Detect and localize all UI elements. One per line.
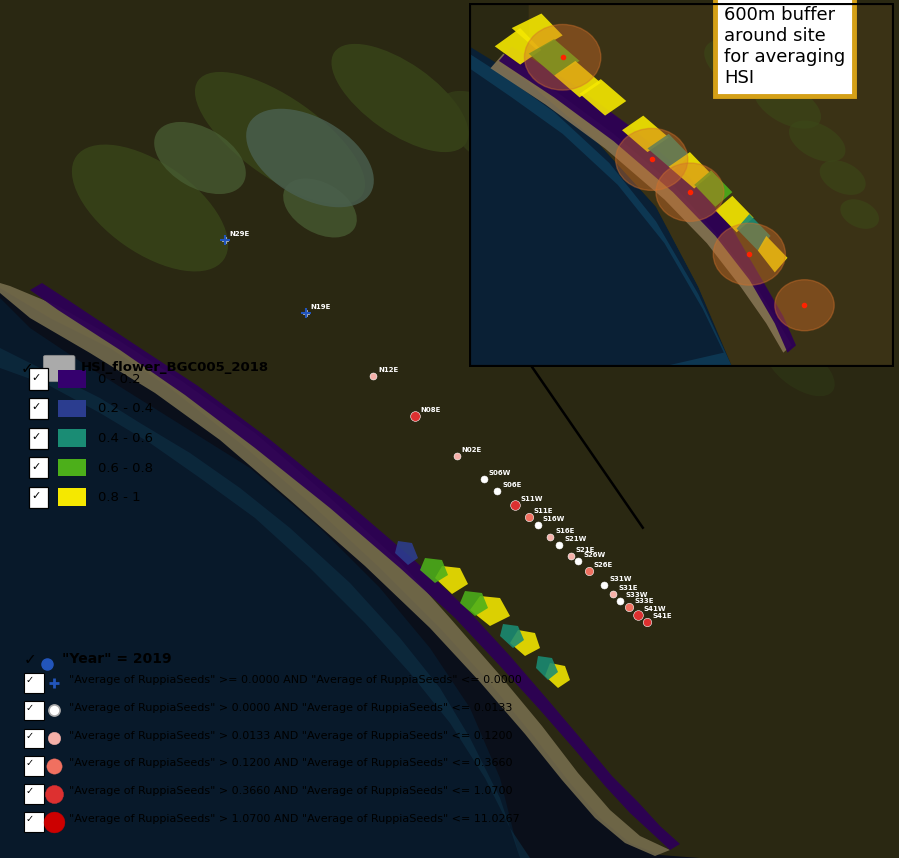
Ellipse shape xyxy=(246,109,374,208)
Text: S33W: S33W xyxy=(626,592,648,598)
Polygon shape xyxy=(758,236,788,273)
Polygon shape xyxy=(647,134,690,171)
Polygon shape xyxy=(435,566,468,594)
Ellipse shape xyxy=(195,72,365,204)
Ellipse shape xyxy=(548,157,652,239)
Text: ✓: ✓ xyxy=(31,432,40,442)
Polygon shape xyxy=(694,171,733,207)
Text: 600m buffer
around site
for averaging
HSI: 600m buffer around site for averaging HS… xyxy=(724,6,845,87)
Text: S26W: S26W xyxy=(583,553,605,559)
Text: ✓: ✓ xyxy=(25,731,33,740)
Polygon shape xyxy=(529,3,894,367)
Text: "Average of RuppiaSeeds" > 0.0000 AND "Average of RuppiaSeeds" <= 0.0133: "Average of RuppiaSeeds" > 0.0000 AND "A… xyxy=(68,703,512,713)
Polygon shape xyxy=(0,348,530,858)
Bar xyxy=(29,398,48,420)
Circle shape xyxy=(775,280,834,331)
Ellipse shape xyxy=(441,91,560,185)
Text: ✓: ✓ xyxy=(25,814,33,824)
Circle shape xyxy=(656,163,724,221)
Text: "Year" = 2019: "Year" = 2019 xyxy=(62,652,172,667)
Ellipse shape xyxy=(841,199,879,229)
Polygon shape xyxy=(420,558,448,583)
Text: N02E: N02E xyxy=(462,448,482,454)
Ellipse shape xyxy=(820,160,866,195)
Text: ✓: ✓ xyxy=(25,758,33,769)
Text: S26E: S26E xyxy=(594,563,613,569)
Bar xyxy=(23,812,44,831)
Polygon shape xyxy=(529,39,580,76)
Bar xyxy=(29,427,48,449)
Bar xyxy=(58,429,86,447)
Text: S06E: S06E xyxy=(503,482,521,488)
Text: S33E: S33E xyxy=(635,599,654,605)
Polygon shape xyxy=(500,624,524,648)
Ellipse shape xyxy=(656,233,743,303)
Polygon shape xyxy=(0,283,670,856)
Text: N12E: N12E xyxy=(378,367,398,373)
Ellipse shape xyxy=(72,144,228,271)
Bar xyxy=(29,368,48,390)
Polygon shape xyxy=(499,46,796,353)
Text: ✓: ✓ xyxy=(25,675,33,685)
Text: 0 - 0.2: 0 - 0.2 xyxy=(98,373,140,386)
Polygon shape xyxy=(554,61,601,98)
Text: S31W: S31W xyxy=(610,577,632,583)
Bar xyxy=(23,673,44,692)
Circle shape xyxy=(616,129,688,190)
Text: S06W: S06W xyxy=(489,470,511,476)
Text: ✓: ✓ xyxy=(23,652,37,668)
Text: ✓: ✓ xyxy=(25,786,33,796)
Text: 0.8 - 1: 0.8 - 1 xyxy=(98,491,140,505)
Bar xyxy=(23,728,44,748)
Text: N08E: N08E xyxy=(421,408,441,414)
Text: ✓: ✓ xyxy=(31,491,40,501)
Text: S16E: S16E xyxy=(556,529,574,535)
FancyBboxPatch shape xyxy=(43,355,75,382)
Polygon shape xyxy=(470,596,510,626)
Text: ✓: ✓ xyxy=(31,462,40,472)
Text: ✓: ✓ xyxy=(21,360,33,376)
Polygon shape xyxy=(30,283,680,850)
Ellipse shape xyxy=(765,340,834,396)
Ellipse shape xyxy=(789,120,845,162)
Polygon shape xyxy=(469,46,733,367)
Polygon shape xyxy=(512,14,563,50)
Polygon shape xyxy=(545,663,570,688)
Polygon shape xyxy=(580,79,627,116)
Bar xyxy=(29,486,48,508)
Circle shape xyxy=(524,24,601,90)
Text: N29E: N29E xyxy=(230,232,250,238)
Text: ✓: ✓ xyxy=(31,373,40,383)
Polygon shape xyxy=(716,196,753,233)
Polygon shape xyxy=(460,591,488,616)
Text: HSI_flower_BGC005_2018: HSI_flower_BGC005_2018 xyxy=(81,360,269,373)
Polygon shape xyxy=(536,656,558,680)
Text: 0.2 - 0.4: 0.2 - 0.4 xyxy=(98,402,153,415)
Polygon shape xyxy=(0,298,520,858)
Ellipse shape xyxy=(283,178,357,238)
Text: "Average of RuppiaSeeds" > 1.0700 AND "Average of RuppiaSeeds" <= 11.0267: "Average of RuppiaSeeds" > 1.0700 AND "A… xyxy=(68,814,520,824)
Bar xyxy=(23,757,44,776)
Bar xyxy=(58,371,86,388)
Polygon shape xyxy=(469,53,733,367)
Text: 0.6 - 0.8: 0.6 - 0.8 xyxy=(98,462,153,474)
Text: S41E: S41E xyxy=(653,613,672,619)
Ellipse shape xyxy=(704,39,786,97)
Bar xyxy=(23,784,44,804)
Ellipse shape xyxy=(332,44,468,152)
Text: "Average of RuppiaSeeds" > 0.3660 AND "Average of RuppiaSeeds" <= 1.0700: "Average of RuppiaSeeds" > 0.3660 AND "A… xyxy=(68,786,512,796)
Polygon shape xyxy=(494,28,541,64)
Text: "Average of RuppiaSeeds" >= 0.0000 AND "Average of RuppiaSeeds" <= 0.0000: "Average of RuppiaSeeds" >= 0.0000 AND "… xyxy=(68,675,521,685)
Bar xyxy=(29,457,48,478)
Text: S31E: S31E xyxy=(619,585,637,591)
Bar xyxy=(58,459,86,476)
Ellipse shape xyxy=(154,122,245,194)
Text: S41W: S41W xyxy=(644,607,666,613)
Polygon shape xyxy=(395,541,418,565)
Text: "Average of RuppiaSeeds" > 0.0133 AND "Average of RuppiaSeeds" <= 0.1200: "Average of RuppiaSeeds" > 0.0133 AND "A… xyxy=(68,731,512,740)
Polygon shape xyxy=(491,53,792,353)
Text: 0.4 - 0.6: 0.4 - 0.6 xyxy=(98,432,153,445)
Text: S21E: S21E xyxy=(576,547,595,553)
Polygon shape xyxy=(510,630,540,656)
